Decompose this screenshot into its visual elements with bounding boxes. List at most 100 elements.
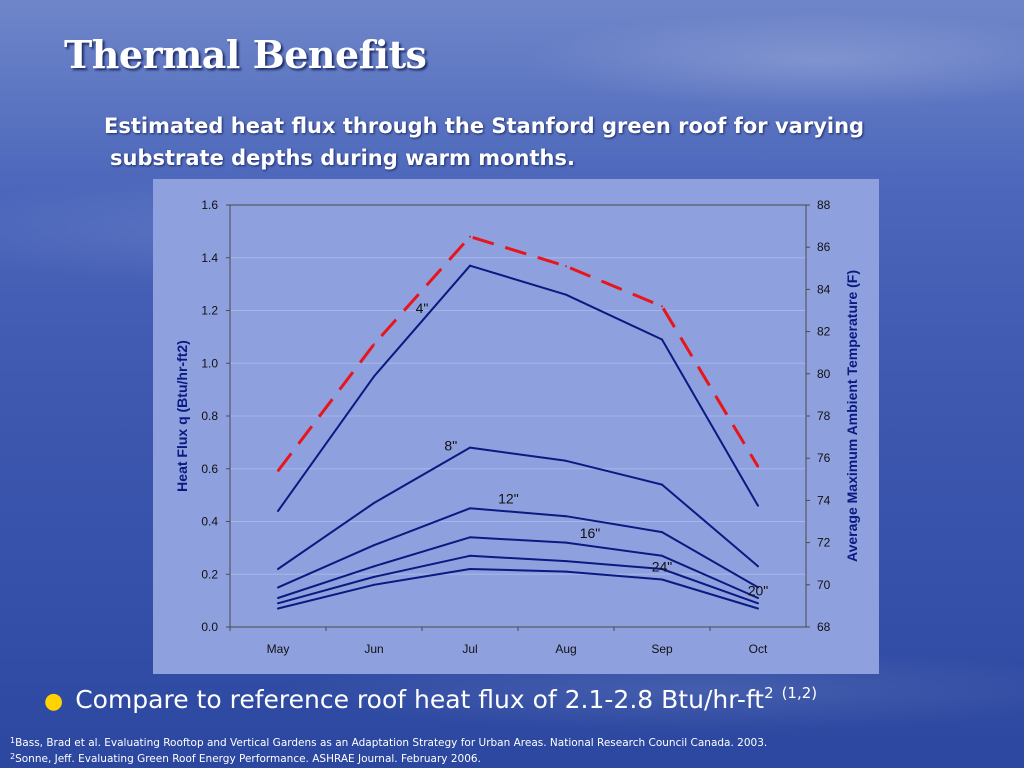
heat-flux-point [757, 586, 759, 589]
y-tick-label: 0.2 [201, 567, 218, 581]
heat-flux-point [469, 554, 471, 557]
y2-tick-label: 74 [817, 493, 831, 507]
temperature-series-line [276, 235, 760, 472]
x-tick-label: May [267, 642, 290, 656]
temperature-point [469, 235, 471, 238]
x-tick-label: Aug [555, 642, 576, 656]
chart-panel: 0.0 0.2 0.4 0.6 0.8 1.0 1.2 1.4 1.6 68 70 72 74 76 78 8… [153, 179, 879, 674]
heat-flux-point [469, 567, 471, 570]
heat-flux-point [277, 586, 279, 589]
heat-flux-point [661, 531, 663, 534]
heat-flux-series-line [277, 507, 759, 589]
heat-flux-point [565, 293, 567, 296]
heat-flux-series-line [277, 554, 759, 605]
heat-flux-series-line [277, 446, 759, 570]
heat-flux-point [757, 602, 759, 605]
heat-flux-point [373, 502, 375, 505]
heat-flux-point [661, 567, 663, 570]
series-label: 24" [652, 559, 673, 575]
bullet-text: Compare to reference roof heat flux of 2… [75, 685, 765, 714]
y-tick-label: 1.2 [201, 304, 218, 318]
y2-tick-label: 88 [817, 198, 831, 212]
chart-caption: Estimated heat flux through the Stanford… [104, 110, 944, 174]
heat-flux-point [565, 459, 567, 462]
heat-flux-point [661, 338, 663, 341]
heat-flux-point [469, 446, 471, 449]
y2-tick-label: 68 [817, 620, 831, 634]
x-tick-label: Jul [462, 642, 477, 656]
y-tick-label: 0.0 [201, 620, 218, 634]
bullet-dot-icon: ● [44, 689, 64, 714]
y-tick-label: 1.4 [201, 251, 218, 265]
heat-flux-point [277, 567, 279, 570]
y2-tick-label: 72 [817, 536, 831, 550]
y-tick-label: 1.0 [201, 356, 218, 370]
reference-2-number: 2 [10, 752, 16, 761]
caption-line-1: Estimated heat flux through the Stanford… [104, 114, 865, 138]
heat-flux-point [373, 375, 375, 378]
series-label: 20" [748, 582, 769, 598]
heat-flux-point [277, 596, 279, 599]
heat-flux-point [373, 583, 375, 586]
bullet-citation: (1,2) [781, 684, 818, 702]
y2-axis-title: Average Maximum Ambient Temperature (F) [844, 270, 860, 562]
heat-flux-point [757, 565, 759, 568]
y-tick-label: 0.6 [201, 462, 218, 476]
heat-flux-point [469, 264, 471, 267]
slide-title: Thermal Benefits [64, 32, 427, 77]
temperature-point [277, 469, 279, 472]
temperature-point [661, 305, 663, 308]
series-label: 12" [498, 490, 519, 506]
heat-flux-series-line [277, 536, 759, 599]
y2-tick-label: 86 [817, 240, 831, 254]
heat-flux-point [469, 536, 471, 539]
heat-flux-point [661, 578, 663, 581]
references: 1Bass, Brad et al. Evaluating Rooftop an… [10, 734, 767, 766]
x-tick-label: Oct [749, 642, 768, 656]
temperature-point [373, 343, 375, 346]
x-tick-label: Jun [364, 642, 383, 656]
y2-tick-label: 80 [817, 367, 831, 381]
reference-2-text: Sonne, Jeff. Evaluating Green Roof Energ… [15, 753, 481, 765]
heat-flux-point [565, 570, 567, 573]
bullet-exponent: 2 [764, 684, 774, 702]
y2-tick-label: 78 [817, 409, 831, 423]
series-label: 8" [444, 438, 457, 454]
temperature-point [565, 265, 567, 268]
y-tick-label: 0.8 [201, 409, 218, 423]
caption-line-2: substrate depths during warm months. [110, 146, 575, 170]
heat-flux-series-line [277, 568, 759, 610]
heat-flux-point [373, 544, 375, 547]
reference-1-text: Bass, Brad et al. Evaluating Rooftop and… [15, 737, 768, 749]
heat-flux-point [661, 483, 663, 486]
y-axis-title: Heat Flux q (Btu/hr-ft2) [174, 340, 190, 492]
heat-flux-point [757, 504, 759, 507]
reference-2: 2Sonne, Jeff. Evaluating Green Roof Ener… [10, 750, 767, 766]
series-label: 4" [416, 300, 429, 316]
heat-flux-point [373, 565, 375, 568]
heat-flux-point [757, 596, 759, 599]
y2-tick-label: 84 [817, 282, 831, 296]
heat-flux-series-line [277, 264, 759, 512]
heat-flux-point [661, 554, 663, 557]
bullet-point: ● Compare to reference roof heat flux of … [44, 684, 817, 714]
heat-flux-point [277, 607, 279, 610]
heat-flux-point [469, 507, 471, 510]
heat-flux-point [565, 541, 567, 544]
y2-tick-label: 82 [817, 325, 831, 339]
heat-flux-point [757, 607, 759, 610]
heat-flux-point [565, 560, 567, 563]
y-tick-label: 1.6 [201, 198, 218, 212]
reference-1: 1Bass, Brad et al. Evaluating Rooftop an… [10, 734, 767, 750]
x-tick-label: Sep [651, 642, 673, 656]
y2-tick-label: 70 [817, 578, 831, 592]
reference-1-number: 1 [10, 736, 16, 745]
heat-flux-point [277, 602, 279, 605]
heat-flux-chart: 0.0 0.2 0.4 0.6 0.8 1.0 1.2 1.4 1.6 68 70 72 74 76 78 8… [174, 198, 860, 656]
heat-flux-point [373, 575, 375, 578]
temperature-point [757, 465, 759, 468]
y-tick-label: 0.4 [201, 515, 218, 529]
heat-flux-point [277, 509, 279, 512]
series-label: 16" [580, 525, 601, 541]
heat-flux-point [565, 515, 567, 518]
